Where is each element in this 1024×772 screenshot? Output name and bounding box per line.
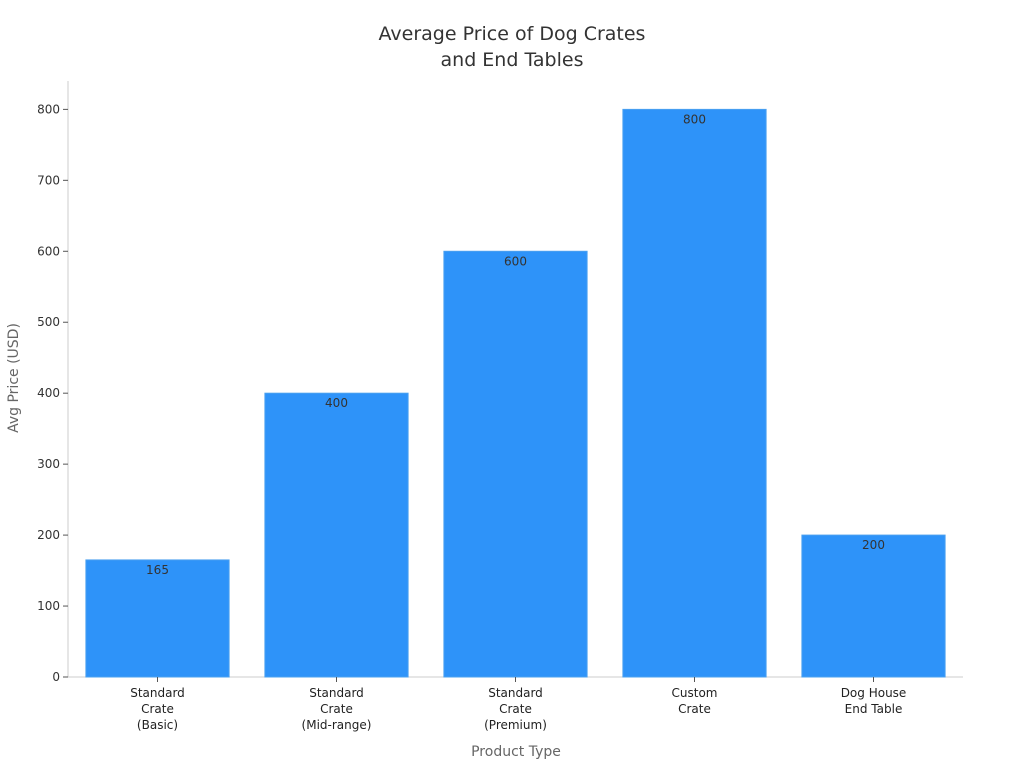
y-tick-label: 400 [37,386,60,400]
x-tick-label: Crate [499,702,532,716]
chart-title-line-2: and End Tables [441,49,584,71]
bar [801,534,946,678]
y-axis-label: Avg Price (USD) [6,323,22,433]
y-tick-label: 800 [37,102,60,116]
bar-value-label: 165 [146,563,169,577]
bar [622,108,767,678]
bar [443,250,588,678]
x-tick-label: Crate [141,702,174,716]
bar-value-label: 800 [683,112,706,126]
x-tick-label: (Basic) [137,718,178,732]
x-tick-label: Crate [320,702,353,716]
y-tick-label: 200 [37,528,60,542]
bar-value-label: 600 [504,254,527,268]
bar [264,392,409,678]
chart-title-line-1: Average Price of Dog Crates [379,23,646,45]
y-tick-label: 100 [37,599,60,613]
x-tick-label: Standard [309,686,364,700]
bar-value-label: 200 [862,538,885,552]
x-tick-label: Dog House [841,686,907,700]
bar [85,559,230,678]
x-tick-label: (Premium) [484,718,547,732]
x-tick-label: Standard [130,686,185,700]
x-tick-label: Crate [678,702,711,716]
x-tick-label: Custom [672,686,718,700]
y-tick-label: 700 [37,173,60,187]
x-axis-label: Product Type [471,744,561,760]
y-tick-label: 500 [37,315,60,329]
y-tick-label: 0 [52,670,60,684]
y-tick-label: 300 [37,457,60,471]
y-tick-label: 600 [37,244,60,258]
x-tick-label: (Mid-range) [302,718,372,732]
plot-area: 0 100 200 300 400 500 600 700 800 165 Standard Crat… [37,81,963,732]
x-tick-label: End Table [845,702,903,716]
x-tick-label: Standard [488,686,543,700]
bar-value-label: 400 [325,396,348,410]
